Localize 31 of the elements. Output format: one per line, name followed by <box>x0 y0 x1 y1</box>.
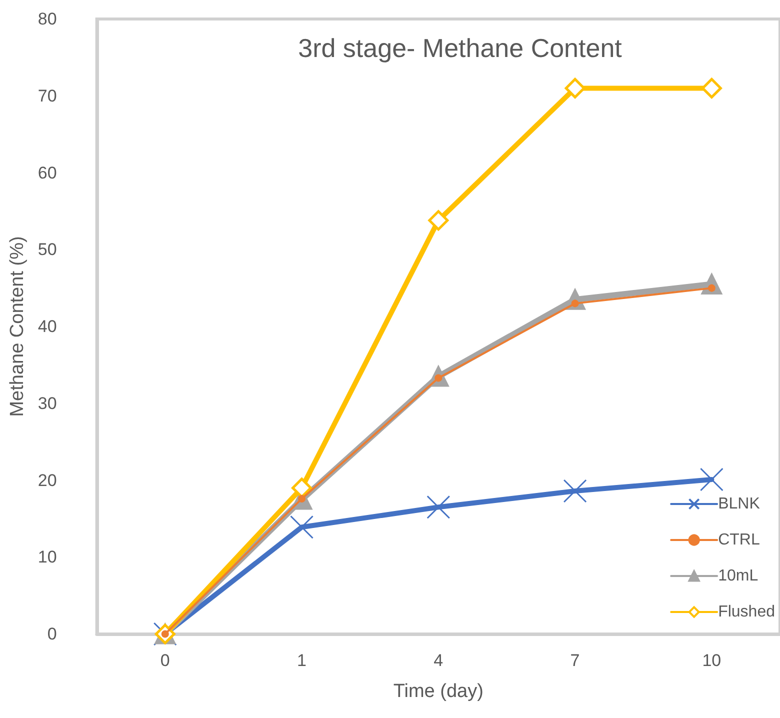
y-tick-label: 20 <box>38 470 57 490</box>
point <box>564 78 586 98</box>
x-tick-label: 1 <box>297 651 306 670</box>
point <box>292 478 312 498</box>
y-axis-title: Methane Content (%) <box>7 236 28 417</box>
legend-label: Flushed <box>718 604 775 620</box>
x-axis-title: Time (day) <box>393 681 484 702</box>
legend-label: CTRL <box>718 532 760 548</box>
y-tick-label: 60 <box>38 163 57 182</box>
y-tick-label: 30 <box>38 394 57 413</box>
point <box>428 210 449 231</box>
x-tick-label: 7 <box>570 651 580 670</box>
y-tick-label: 0 <box>47 624 57 644</box>
point <box>290 515 314 539</box>
y-tick-label: 70 <box>38 86 57 106</box>
text: 3rd stage- Methane Content <box>298 33 623 63</box>
point <box>571 300 579 308</box>
point <box>700 468 724 492</box>
x-tick-label: 4 <box>434 651 444 670</box>
point <box>426 495 450 519</box>
point <box>563 479 587 503</box>
point <box>708 284 716 292</box>
point <box>701 78 722 98</box>
y-tick-label: 80 <box>38 10 57 28</box>
legend-label: BLNK <box>718 496 760 512</box>
x-tick-label: 10 <box>702 651 722 670</box>
y-tick-label: 10 <box>38 548 57 567</box>
legend-label: 10mL <box>718 568 758 584</box>
y-tick-label: 50 <box>38 240 57 260</box>
y-tick-label: 40 <box>38 317 57 336</box>
x-tick-label: 0 <box>160 651 170 670</box>
